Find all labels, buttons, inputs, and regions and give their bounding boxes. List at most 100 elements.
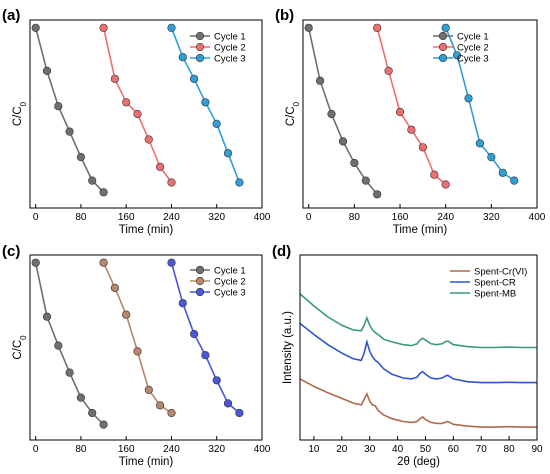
legend-swatch-marker [438, 31, 448, 41]
x-tick-label: 160 [118, 212, 135, 223]
x-tick-label: 240 [163, 444, 180, 455]
data-point [235, 408, 244, 418]
data-point [110, 283, 119, 292]
data-point [190, 329, 199, 339]
data-point [235, 178, 244, 187]
legend-entry-label: Spent-CR [474, 278, 516, 289]
legend-swatch-marker [195, 31, 205, 41]
data-point [190, 74, 199, 83]
data-point [76, 393, 85, 402]
legend-swatch-marker [195, 53, 205, 63]
x-tick-label: 400 [254, 212, 271, 223]
x-tick-label: 320 [208, 212, 225, 223]
series-3 [299, 293, 537, 349]
series-2 [299, 322, 537, 384]
data-point [316, 76, 325, 85]
legend-swatch-marker [195, 287, 205, 297]
data-point [487, 153, 496, 162]
panel-label: (a) [2, 7, 20, 24]
series-line [102, 27, 173, 183]
x-tick-label: 90 [531, 444, 543, 455]
data-point [384, 66, 393, 75]
data-point [156, 401, 165, 410]
x-tick-label: 0 [33, 212, 39, 223]
x-tick-label: 40 [392, 444, 404, 455]
data-point [430, 170, 439, 179]
legend-entry-label: Cycle 1 [214, 32, 246, 43]
data-point [99, 23, 108, 32]
data-point [361, 176, 370, 185]
legend-swatch-marker [195, 276, 205, 286]
y-axis-label-subscript: 0 [292, 101, 301, 106]
data-point [156, 162, 165, 171]
x-tick-label: 20 [336, 444, 348, 455]
panel-label: (b) [275, 7, 294, 24]
x-tick-label: 240 [163, 212, 180, 223]
series-line [307, 27, 378, 195]
data-point [122, 98, 131, 107]
x-tick-label: 400 [529, 212, 546, 223]
x-tick-label: 80 [75, 212, 87, 223]
data-point [88, 408, 97, 418]
plot-frame [29, 19, 263, 209]
plot-frame [302, 19, 538, 209]
series-3 [167, 23, 244, 187]
data-point [212, 119, 221, 128]
panel-d: (d) 10 20 30 40 50 60 70 80 90 2θ (deg) Intensity (… [272, 243, 543, 468]
y-axis-label: C/C0 [12, 335, 28, 360]
data-point [42, 312, 52, 321]
series-1 [299, 378, 537, 428]
data-point [327, 109, 336, 119]
data-point [498, 168, 507, 177]
legend-entry-label: Cycle 1 [214, 266, 246, 277]
x-tick-label: 0 [33, 444, 39, 455]
data-point [122, 310, 131, 319]
data-point [223, 399, 233, 408]
x-tick-label: 80 [504, 444, 516, 455]
x-tick-label: 160 [392, 212, 409, 223]
panel-label: (d) [272, 243, 291, 260]
x-axis-label: Time (min) [393, 224, 448, 236]
plot-frame [299, 254, 538, 441]
data-point [167, 408, 176, 418]
data-point [99, 258, 108, 267]
x-axis-label: 2θ (deg) [397, 456, 440, 468]
data-point [304, 23, 313, 32]
series-3 [441, 23, 519, 185]
data-point [42, 66, 52, 75]
series-3 [167, 258, 244, 418]
legend-entry-label: Cycle 3 [457, 54, 489, 65]
x-tick-label: 80 [349, 212, 361, 223]
x-tick-label: 30 [364, 444, 376, 455]
x-tick-label: 10 [308, 444, 320, 455]
x-axis-label: Time (min) [119, 224, 174, 236]
panel-label: (c) [2, 243, 20, 260]
data-point [418, 143, 428, 152]
data-point [212, 376, 221, 385]
data-point [441, 180, 450, 189]
data-point [167, 178, 176, 187]
data-point [99, 420, 108, 429]
legend-entry-label: Cycle 2 [214, 277, 246, 288]
y-axis-label-subscript: 0 [19, 101, 28, 106]
data-point [178, 299, 187, 308]
legend-swatch-marker [438, 42, 448, 52]
data-point [475, 139, 485, 148]
data-point [133, 347, 142, 356]
x-tick-label: 400 [254, 444, 271, 455]
data-point [373, 190, 382, 199]
series-1 [31, 23, 108, 197]
data-point [167, 258, 176, 267]
y-axis-label-subscript: 0 [19, 335, 28, 340]
legend-swatch-marker [195, 265, 205, 275]
legend-entry-label: Cycle 1 [457, 32, 489, 43]
x-tick-label: 240 [437, 212, 454, 223]
series-line [299, 378, 537, 428]
